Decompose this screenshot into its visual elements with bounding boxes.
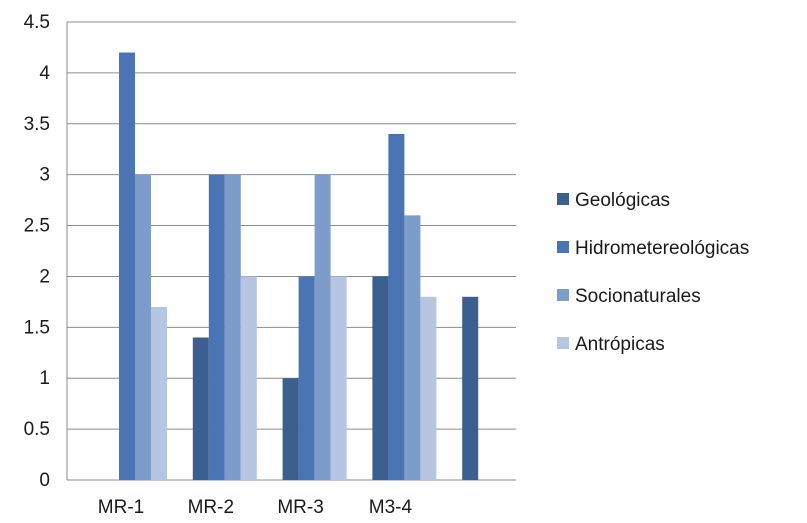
y-tick-label: 4.5 xyxy=(24,12,50,33)
y-tick-label: 1.5 xyxy=(24,317,50,338)
bar xyxy=(330,276,347,480)
y-axis-ticks: 0 0.5 1 1.5 2 2.5 3 3.5 4 4.5 xyxy=(24,12,51,491)
x-tick-label: MR-3 xyxy=(277,497,323,518)
bar xyxy=(240,276,257,480)
bar xyxy=(208,174,225,480)
bar xyxy=(119,52,135,481)
y-tick-label: 0.5 xyxy=(24,419,50,440)
legend-swatch xyxy=(557,241,569,253)
bar xyxy=(282,378,299,480)
legend-label: Socionaturales xyxy=(575,286,701,307)
bar xyxy=(372,276,389,480)
bar xyxy=(135,174,151,480)
bar xyxy=(151,306,167,480)
bars xyxy=(119,52,479,481)
legend-label: Hidrometereológicas xyxy=(575,238,749,259)
legend-swatch xyxy=(557,289,569,301)
bar xyxy=(404,215,421,480)
x-tick-label: M3-4 xyxy=(369,497,413,518)
bar xyxy=(420,296,437,480)
bar xyxy=(298,276,315,480)
x-tick-label: MR-1 xyxy=(98,497,144,518)
y-tick-label: 3.5 xyxy=(24,114,50,135)
legend-swatch xyxy=(557,337,569,349)
y-tick-label: 2.5 xyxy=(24,216,50,237)
y-tick-label: 3 xyxy=(39,165,50,186)
bar xyxy=(314,174,331,480)
y-tick-label: 4 xyxy=(39,63,50,84)
y-tick-label: 0 xyxy=(39,470,50,491)
legend-swatch xyxy=(557,193,569,205)
x-tick-label: MR-2 xyxy=(188,497,234,518)
y-tick-label: 1 xyxy=(39,368,50,389)
bar xyxy=(462,296,479,480)
legend-label: Antrópicas xyxy=(575,334,665,355)
bar xyxy=(192,337,209,480)
legend: Geológicas Hidrometereológicas Socionatura… xyxy=(557,190,749,355)
bar xyxy=(388,133,405,480)
bar xyxy=(224,174,241,480)
legend-label: Geológicas xyxy=(575,190,670,211)
y-tick-label: 2 xyxy=(39,266,50,287)
x-axis-ticks: MR-1 MR-2 MR-3 M3-4 xyxy=(98,497,413,518)
